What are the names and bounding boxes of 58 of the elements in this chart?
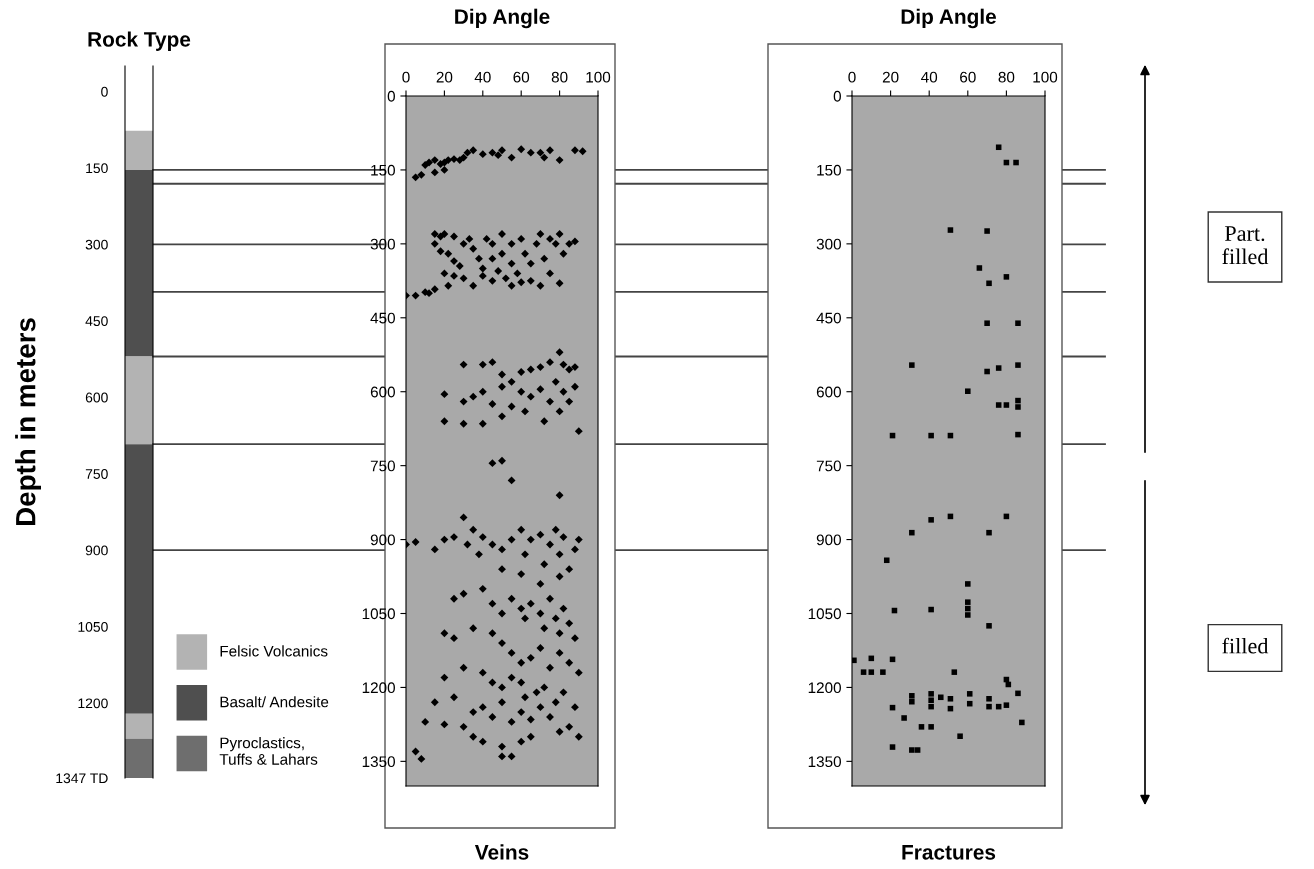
y-tick-label: 1200: [78, 698, 108, 709]
y-tick-label: 0: [101, 86, 108, 97]
y-tick-label: 450: [370, 312, 395, 324]
bar: [125, 130, 153, 170]
y-tick-label: 600: [816, 386, 841, 398]
chart-title: Dip Angle: [901, 8, 997, 29]
y-tick-label: 150: [86, 163, 108, 174]
bar: [125, 713, 153, 739]
x-tick-label: 100: [1033, 71, 1058, 83]
y-tick-label: 1350: [808, 756, 841, 768]
x-tick-label: 60: [960, 71, 976, 83]
y-tick-label: 750: [85, 469, 108, 479]
y-tick-label: 900: [85, 545, 108, 556]
y-tick-label: 1350: [362, 756, 395, 768]
y-tick-label: 750: [816, 460, 841, 472]
chart-title: Rock Type: [88, 31, 191, 51]
bar: [125, 356, 153, 445]
x-tick-label: 0: [402, 71, 410, 83]
y-tick-label: 750: [370, 460, 395, 472]
x-axis-title: Fractures: [902, 845, 996, 860]
bar: [125, 738, 153, 778]
x-tick-label: 80: [551, 71, 568, 83]
text: filled: [1222, 637, 1269, 654]
y-tick-label: 600: [370, 386, 395, 398]
y-tick-label: 600: [85, 392, 108, 403]
y-tick-label: 900: [816, 534, 841, 546]
x-tick-label: 100: [586, 71, 611, 83]
bar: [125, 169, 153, 357]
x-tick-label: 20: [882, 71, 899, 83]
y-tick-label: 1347 TD: [56, 773, 108, 784]
x-tick-label: 0: [848, 71, 856, 83]
y-tick-label: 1050: [78, 621, 108, 632]
y-tick-label: 0: [833, 90, 841, 102]
y-tick-label: 1050: [808, 608, 841, 620]
y-tick-label: 1200: [362, 682, 395, 694]
y-tick-label: 0: [387, 90, 395, 102]
x-tick-label: 60: [513, 71, 530, 83]
chart-title: Dip Angle: [455, 8, 550, 29]
y-tick-label: 300: [816, 238, 841, 250]
x-tick-label: 80: [998, 71, 1015, 83]
x-tick-label: 20: [436, 71, 453, 83]
y-tick-label: 450: [816, 312, 841, 324]
x-axis-title: Veins: [474, 844, 529, 860]
legend-label: Felsic Volcanics: [220, 645, 328, 657]
y-tick-label: 300: [85, 239, 108, 250]
y-tick-label: 900: [370, 534, 395, 546]
x-tick-label: 40: [921, 71, 938, 83]
x-tick-label: 40: [474, 71, 491, 83]
y-tick-label: 1200: [808, 682, 841, 694]
y-tick-label: 1050: [362, 608, 395, 620]
y-axis-title: Depth in meters: [15, 318, 41, 526]
y-tick-label: 150: [817, 164, 841, 176]
y-tick-label: 300: [370, 238, 395, 250]
text: Part. filled: [1222, 226, 1269, 265]
y-tick-label: 150: [371, 164, 395, 176]
y-tick-label: 450: [85, 316, 108, 326]
legend-label: Basalt/ Andesite: [220, 696, 329, 708]
legend-label: Pyroclastics, Tuffs & Lahars: [219, 737, 318, 765]
